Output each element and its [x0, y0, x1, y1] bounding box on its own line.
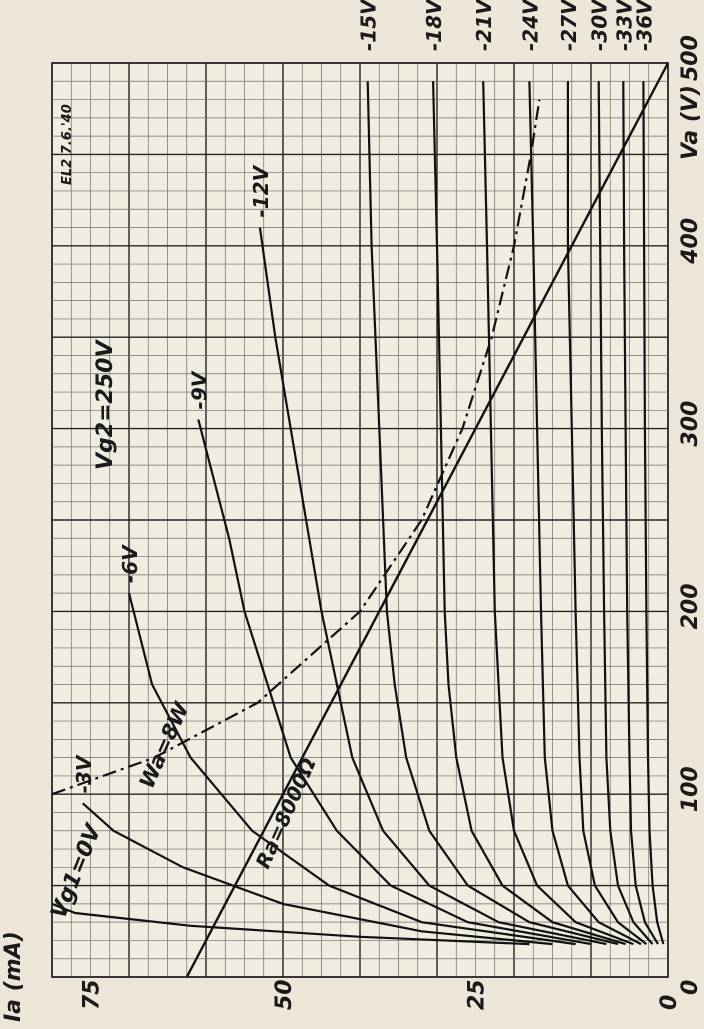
x-tick-label: 200: [678, 583, 703, 629]
series-line: [482, 81, 634, 946]
y-tick-label: 75: [80, 979, 105, 1010]
dissipation-curve: [51, 99, 541, 796]
y-axis-label: Ia (mA): [1, 931, 26, 1022]
y-tick-label: 25: [465, 979, 490, 1010]
series-label: -6V: [118, 544, 142, 583]
load-line: [185, 62, 670, 978]
x-axis-label: Va (V): [678, 85, 703, 160]
series-line: [622, 81, 659, 945]
x-tick-label: 300: [678, 401, 703, 447]
screen-voltage-label: Vg2=250V: [93, 339, 118, 470]
sheet-mark: EL2 7.6.'40: [60, 104, 75, 185]
series-line: [51, 902, 530, 946]
series-line: [82, 802, 553, 946]
series-label: -18V: [422, 0, 446, 51]
series-label: -30V: [588, 0, 612, 51]
series-label: -3V: [72, 754, 96, 793]
series-label: -33V: [612, 0, 636, 51]
series-line: [366, 81, 619, 946]
series-label: -36V: [632, 0, 656, 51]
series-line: [566, 81, 648, 945]
series-label: -15V: [357, 0, 381, 51]
series-line: [127, 592, 576, 946]
curve-layer: -3V -6V -9V -12V -15V -18V -21V -24V -27V -30V -33…: [51, 0, 670, 978]
series-line: [432, 81, 626, 946]
series-label: -12V: [249, 164, 273, 217]
series-line: [258, 227, 607, 946]
series-label: -24V: [518, 0, 542, 51]
grid: [51, 62, 669, 978]
x-tick-label: 0: [678, 980, 703, 995]
series-line: [597, 81, 654, 945]
y-tick-label: 50: [272, 979, 297, 1010]
x-tick-label: 500: [678, 35, 703, 81]
series-label: -27V: [557, 0, 581, 51]
series-line: [197, 419, 592, 946]
tick-label-layer: 0 100 200 300 400 500 0 25 50 75: [80, 35, 704, 1010]
x-tick-label: 400: [678, 218, 703, 265]
x-tick-label: 100: [678, 766, 703, 812]
y-tick-label: 0: [657, 995, 682, 1010]
series-label: -21V: [472, 0, 496, 51]
series-line: [528, 81, 642, 946]
series-label: -9V: [187, 370, 211, 409]
series-line: [642, 81, 665, 945]
